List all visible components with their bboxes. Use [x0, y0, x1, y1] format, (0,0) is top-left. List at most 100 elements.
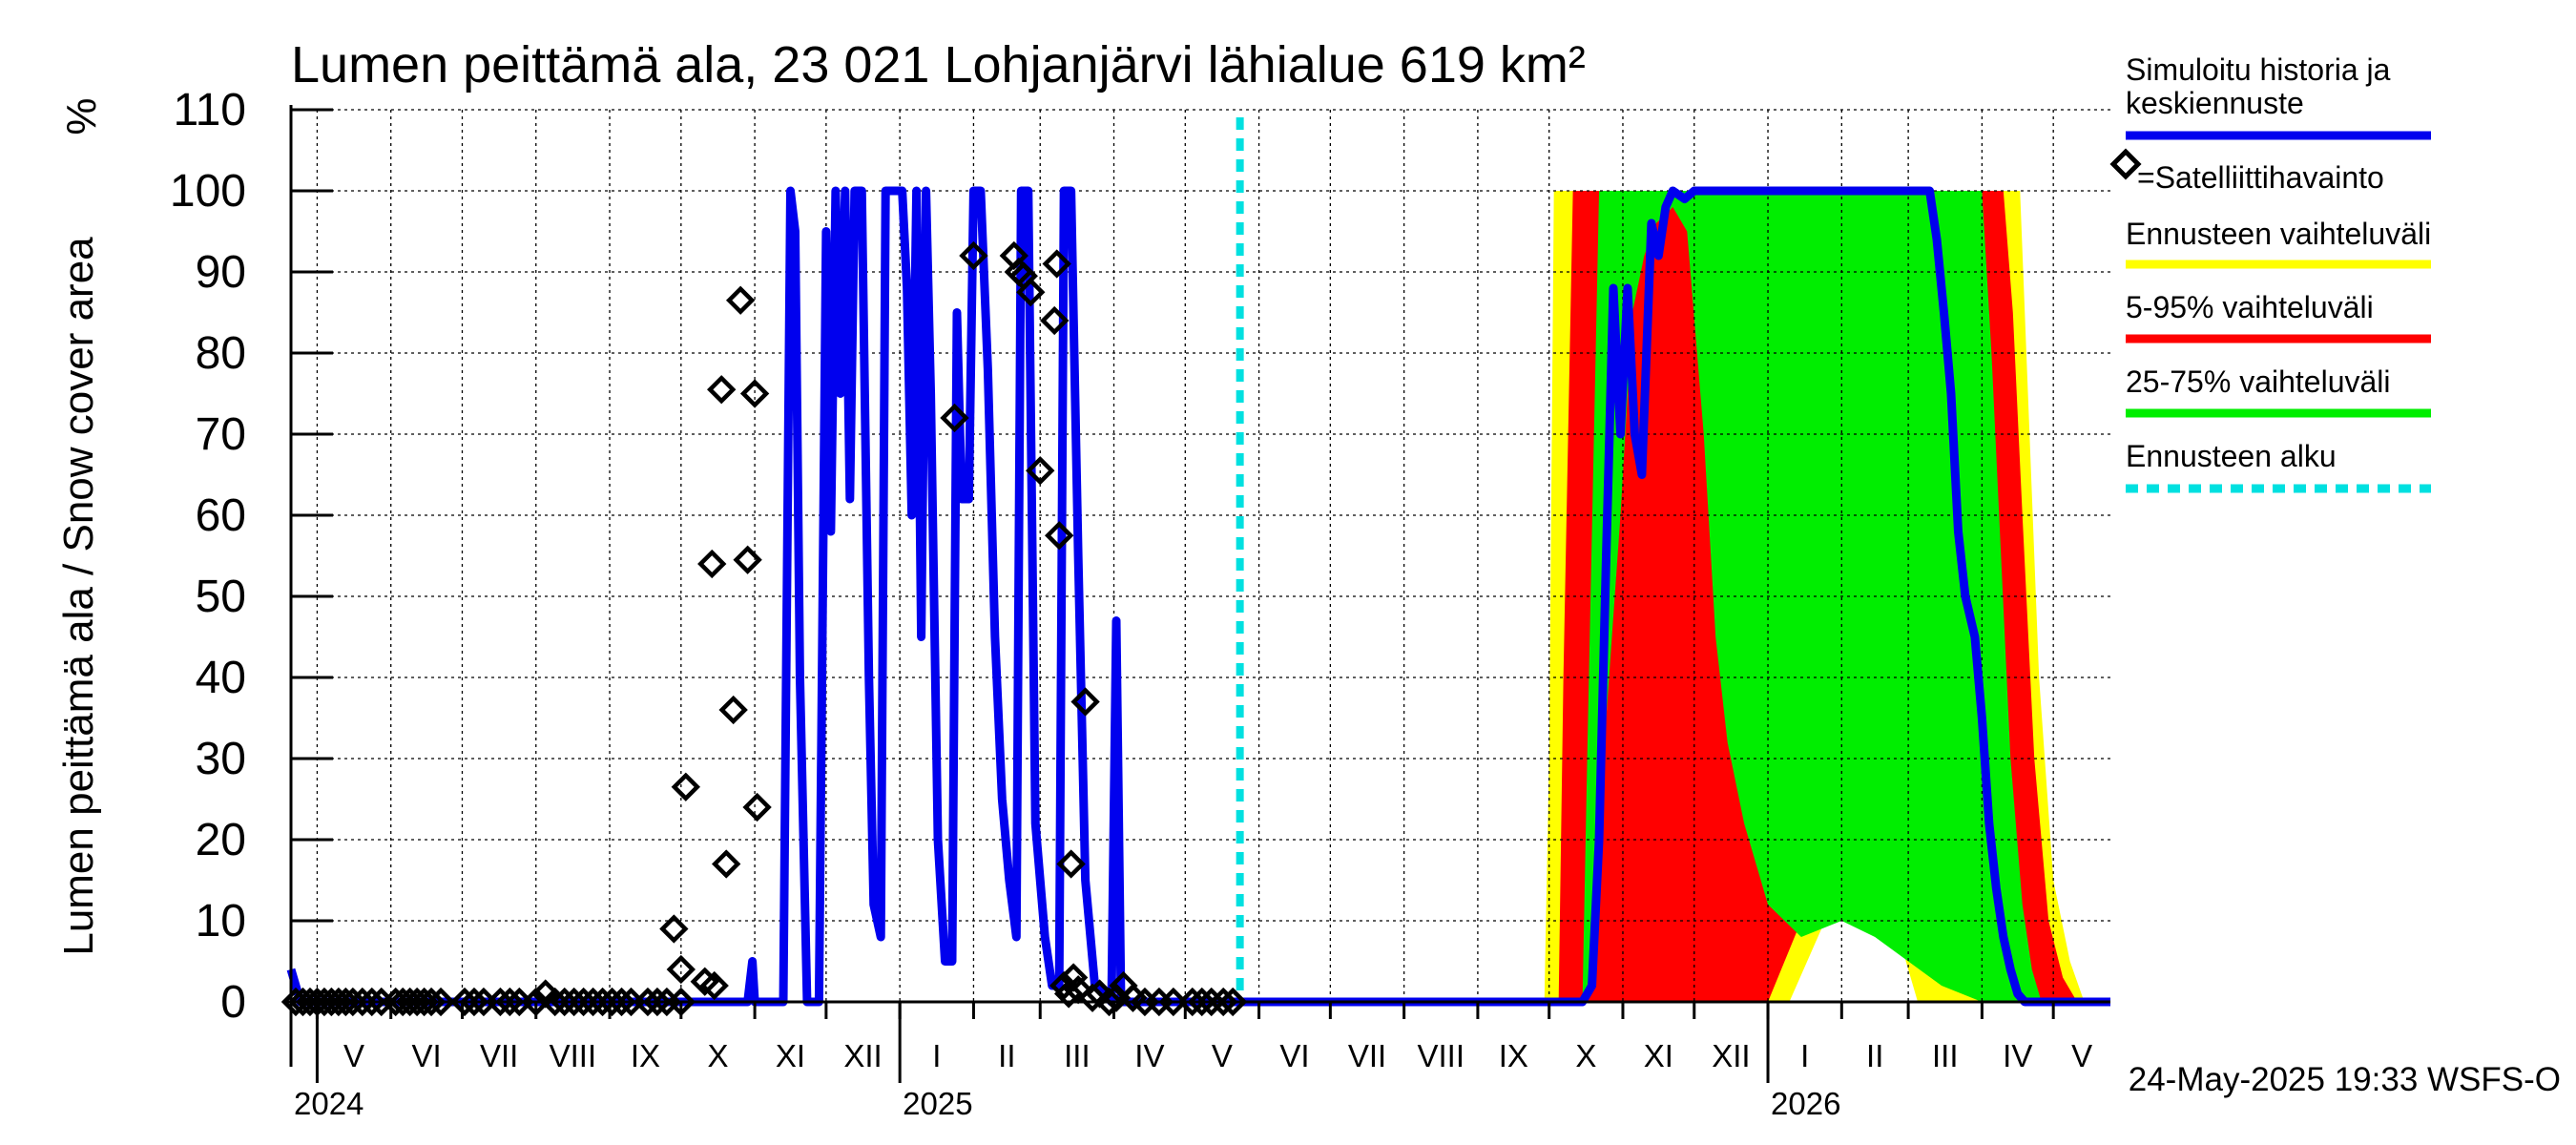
- observation-point-36: [633, 987, 663, 1017]
- observation-point-29: [559, 987, 589, 1017]
- observation-point-37: [642, 987, 673, 1017]
- observation-point-48: [718, 695, 748, 725]
- chart-title: Lumen peittämä ala, 23 021 Lohjanjärvi l…: [291, 36, 1586, 94]
- observation-point-82: [1217, 987, 1248, 1017]
- observation-point-18: [426, 987, 456, 1017]
- observation-point-39: [659, 914, 689, 944]
- observation-point-45: [699, 970, 729, 1001]
- observation-point-81: [1208, 987, 1238, 1017]
- y-tick-label-1: 10: [196, 896, 246, 947]
- observation-point-30: [569, 987, 598, 1017]
- observation-point-54: [959, 240, 988, 271]
- legend-label-0: Simuloitu historia ja keskiennuste: [2126, 52, 2391, 120]
- month-label-24: V: [2071, 1038, 2092, 1073]
- month-label-0: V: [343, 1038, 364, 1073]
- observation-point-46: [707, 375, 737, 405]
- legend-label-4: 25-75% vaihteluväli: [2126, 364, 2391, 399]
- y-tick-label-5: 50: [196, 572, 246, 622]
- observation-point-42: [671, 772, 700, 802]
- y-tick-label-3: 30: [196, 734, 246, 784]
- y-tick-label-6: 60: [196, 490, 246, 541]
- observation-point-64: [1053, 979, 1084, 1009]
- observation-point-65: [1056, 849, 1086, 879]
- observation-point-68: [1070, 687, 1100, 717]
- observation-point-10: [357, 987, 386, 1017]
- month-label-20: I: [1800, 1038, 1809, 1073]
- observation-point-27: [540, 987, 570, 1017]
- month-label-10: III: [1064, 1038, 1091, 1073]
- observation-point-51: [739, 379, 770, 408]
- month-label-21: II: [1866, 1038, 1883, 1073]
- observation-point-53: [940, 403, 969, 433]
- legend-swatch-1: [2109, 148, 2142, 180]
- month-label-7: XII: [843, 1038, 882, 1073]
- month-label-16: IX: [1499, 1038, 1528, 1073]
- observation-point-19: [449, 987, 480, 1017]
- observation-point-62: [1044, 521, 1074, 551]
- observation-point-9: [347, 987, 377, 1017]
- legend-label-1: =Satelliittihavainto: [2137, 160, 2384, 195]
- observation-point-71: [1094, 987, 1124, 1017]
- observation-point-59: [1026, 456, 1055, 486]
- year-label-2: 2026: [1771, 1086, 1840, 1121]
- month-label-15: VIII: [1418, 1038, 1465, 1073]
- observation-point-47: [712, 849, 741, 879]
- observation-point-63: [1049, 970, 1079, 1001]
- series-line-0: [286, 186, 2110, 1007]
- y-tick-label-7: 70: [196, 409, 246, 460]
- month-label-14: VII: [1348, 1038, 1386, 1073]
- observation-point-60: [1042, 249, 1071, 279]
- observation-point-77: [1158, 987, 1189, 1017]
- legend-label-5: Ennusteen alku: [2126, 439, 2337, 473]
- observation-point-61: [1040, 305, 1070, 336]
- observation-point-52: [742, 792, 772, 822]
- y-tick-label-9: 90: [196, 247, 246, 298]
- observation-point-58: [1016, 278, 1046, 307]
- month-label-4: IX: [631, 1038, 660, 1073]
- legend-label-2: Ennusteen vaihteluväli: [2126, 217, 2431, 251]
- legend-label-3: 5-95% vaihteluväli: [2126, 290, 2374, 324]
- month-label-18: XI: [1644, 1038, 1673, 1073]
- month-label-22: III: [1932, 1038, 1959, 1073]
- month-label-23: IV: [2003, 1038, 2032, 1073]
- month-label-13: VI: [1279, 1038, 1309, 1073]
- observation-point-32: [588, 987, 617, 1017]
- y-tick-label-10: 100: [170, 166, 246, 217]
- month-label-5: X: [707, 1038, 728, 1073]
- band-3: [1582, 191, 2110, 1002]
- observation-point-80: [1196, 987, 1226, 1017]
- month-label-8: I: [932, 1038, 941, 1073]
- y-tick-label-2: 20: [196, 815, 246, 865]
- y-axis-unit: %: [58, 97, 105, 135]
- month-label-6: XI: [776, 1038, 805, 1073]
- observation-point-69: [1077, 983, 1108, 1012]
- year-label-0: 2024: [294, 1086, 364, 1121]
- y-tick-label-4: 40: [196, 653, 246, 703]
- y-tick-label-11: 110: [173, 85, 246, 135]
- month-label-12: V: [1212, 1038, 1233, 1073]
- observation-point-34: [607, 987, 636, 1017]
- observation-point-22: [486, 987, 515, 1017]
- observation-point-20: [459, 987, 489, 1017]
- month-label-2: VII: [480, 1038, 518, 1073]
- observation-point-79: [1187, 987, 1216, 1017]
- forecast-bands: [1544, 191, 2110, 1002]
- observation-point-33: [597, 987, 627, 1017]
- y-tick-label-0: 0: [220, 977, 246, 1028]
- observation-point-31: [578, 987, 608, 1017]
- observation-point-23: [495, 987, 525, 1017]
- observation-point-50: [733, 545, 762, 574]
- satellite-observations: [280, 240, 1248, 1017]
- month-label-3: VIII: [550, 1038, 597, 1073]
- observation-point-44: [697, 549, 727, 579]
- month-label-1: VI: [411, 1038, 441, 1073]
- observation-point-78: [1177, 987, 1207, 1017]
- legend: Simuloitu historia ja keskiennuste =Satell…: [2109, 52, 2431, 493]
- observation-point-66: [1058, 963, 1089, 992]
- observation-point-28: [550, 987, 579, 1017]
- observation-point-17: [416, 987, 447, 1017]
- month-label-9: II: [998, 1038, 1015, 1073]
- month-label-19: XII: [1712, 1038, 1750, 1073]
